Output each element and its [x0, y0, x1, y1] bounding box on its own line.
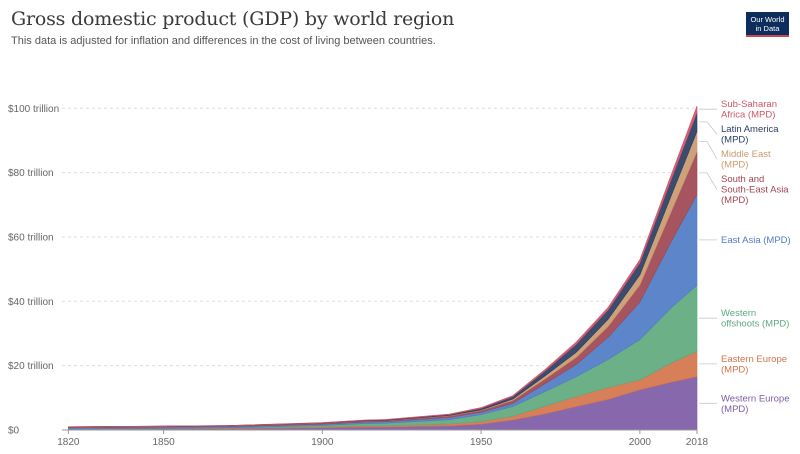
label-connector: [699, 121, 718, 135]
label-connector: [699, 140, 718, 160]
area-sub-saharan-africa-mpd[interactable]: [68, 105, 698, 428]
legend-labels: Sub-Saharan Africa (MPD) Latin America (MPD…: [699, 99, 791, 415]
y-tick-label: $0: [8, 426, 20, 437]
y-tick-label: $100 trillion: [8, 104, 59, 115]
x-tick-label: 2000: [629, 437, 652, 448]
series-label[interactable]: Sub-Saharan Africa (MPD): [721, 99, 777, 121]
chart-subtitle: This data is adjusted for inflation and …: [11, 35, 436, 47]
axis-layer: $0 $20 trillion $40 trillion $60 trillion $8…: [8, 104, 709, 448]
x-tick-label: 1950: [470, 437, 493, 448]
series-label[interactable]: Eastern Europe (MPD): [721, 354, 787, 376]
x-tick-label: 1820: [57, 437, 80, 448]
series-label[interactable]: Middle East (MPD): [721, 149, 771, 171]
owid-logo[interactable]: Our World in Data: [746, 12, 789, 37]
series-label[interactable]: South and South-East Asia (MPD): [721, 174, 789, 206]
y-tick-label: $20 trillion: [8, 361, 54, 372]
label-connector: [699, 172, 718, 190]
x-tick-label: 2018: [686, 437, 709, 448]
area-layer: [68, 105, 698, 431]
logo-line-1: Our World: [750, 15, 785, 24]
y-tick-label: $40 trillion: [8, 297, 54, 308]
y-tick-label: $60 trillion: [8, 232, 54, 243]
x-tick-label: 1900: [311, 437, 334, 448]
series-label[interactable]: East Asia (MPD): [721, 235, 791, 246]
series-label[interactable]: Latin America (MPD): [721, 124, 779, 146]
series-label[interactable]: Western Europe (MPD): [721, 393, 789, 415]
x-tick-label: 1850: [152, 437, 175, 448]
series-label[interactable]: Western offshoots (MPD): [721, 308, 789, 330]
y-tick-label: $80 trillion: [8, 168, 54, 179]
chart-title: Gross domestic product (GDP) by world re…: [11, 8, 455, 30]
logo-line-2: in Data: [755, 24, 780, 33]
